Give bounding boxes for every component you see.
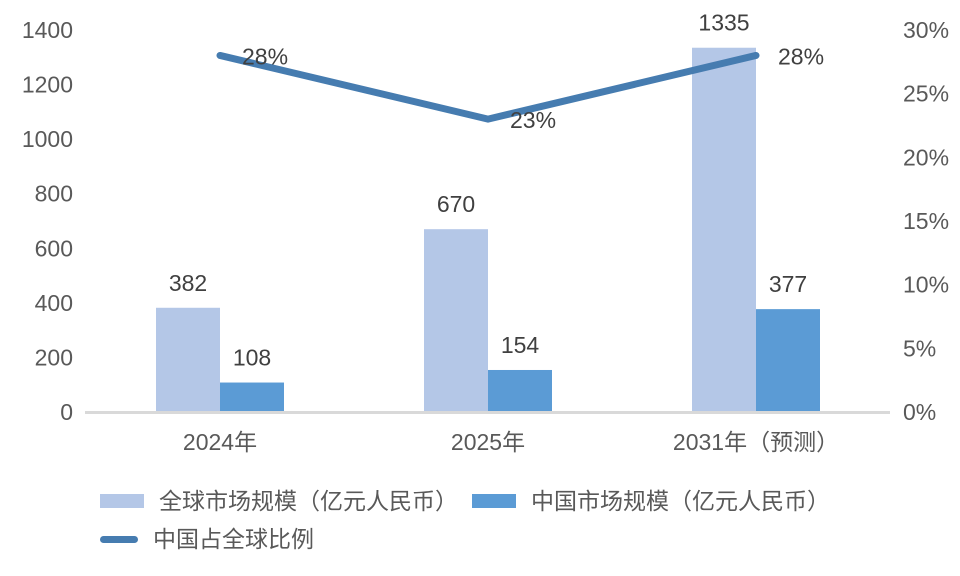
right-axis-tick-label: 5% <box>903 335 936 361</box>
bar-data-label-china-1: 154 <box>501 332 540 358</box>
left-axis-tick-label: 200 <box>35 344 73 370</box>
ratio-line-data-label-0: 28% <box>242 43 288 69</box>
right-axis-tick-label: 0% <box>903 399 936 425</box>
legend-label-global-market: 全球市场规模（亿元人民币） <box>159 488 458 514</box>
ratio-line-data-label-2: 28% <box>778 43 824 69</box>
right-axis-tick-label: 20% <box>903 144 949 170</box>
bar-china-0 <box>220 382 284 412</box>
legend-item-china-market: 中国市场规模（亿元人民币） <box>472 486 830 516</box>
bar-china-2 <box>756 309 820 412</box>
left-axis-tick-label: 1400 <box>22 17 73 43</box>
legend-row-1: 全球市场规模（亿元人民币） 中国市场规模（亿元人民币） <box>100 486 830 516</box>
legend-row-2: 中国占全球比例 <box>100 524 830 554</box>
combo-chart-plot: 0 200 400 600 800 1000 1200 1400 0% 5% 10% 15% 20% 25… <box>22 10 949 455</box>
bar-global-1 <box>424 229 488 412</box>
bar-global-0 <box>156 307 220 412</box>
ratio-line <box>216 51 760 123</box>
legend-item-global-market: 全球市场规模（亿元人民币） <box>100 486 458 516</box>
category-label-1: 2025年 <box>451 429 525 455</box>
legend-item-china-ratio: 中国占全球比例 <box>100 524 314 554</box>
left-axis-tick-label: 0 <box>60 399 73 425</box>
legend-label-china-market: 中国市场规模（亿元人民币） <box>531 488 830 514</box>
category-label-2: 2031年（预测） <box>673 429 839 455</box>
right-axis-tick-label: 10% <box>903 272 949 298</box>
bar-data-label-china-0: 108 <box>233 345 271 371</box>
right-axis-tick-label: 30% <box>903 17 949 43</box>
bar-global-2 <box>692 47 756 412</box>
legend-swatch-global-market-bar <box>100 494 144 508</box>
legend-swatch-china-ratio-line <box>100 535 138 543</box>
right-axis-tick-label: 25% <box>903 81 949 107</box>
chart-legend: 全球市场规模（亿元人民币） 中国市场规模（亿元人民币） 中国占全球比例 <box>100 486 830 554</box>
left-axis-tick-label: 400 <box>35 290 73 316</box>
ratio-line-data-label-1: 23% <box>510 107 556 133</box>
legend-swatch-china-market-bar <box>472 494 516 508</box>
legend-label-china-ratio: 中国占全球比例 <box>153 526 314 552</box>
bar-china-1 <box>488 369 552 412</box>
left-axis-tick-label: 1000 <box>22 126 73 152</box>
left-axis-tick-label: 800 <box>35 181 73 207</box>
left-axis-tick-label: 600 <box>35 235 73 261</box>
bar-data-label-china-2: 377 <box>769 271 807 297</box>
left-axis-tick-label: 1200 <box>22 72 73 98</box>
right-axis-tick-label: 15% <box>903 208 949 234</box>
category-label-0: 2024年 <box>183 429 257 455</box>
bar-data-label-global-1: 670 <box>437 191 475 217</box>
bar-data-label-global-2: 1335 <box>698 10 749 36</box>
bar-data-label-global-0: 382 <box>169 270 207 296</box>
